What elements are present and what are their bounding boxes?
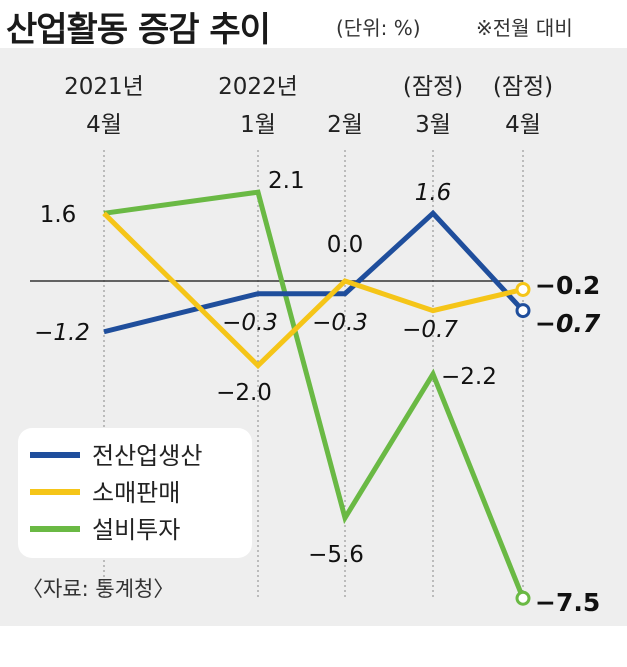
value-labels: −1.2 −0.3 −0.3 1.6 −0.7 1.6 −2.0 0.0 −0.7 −0.2 2.1… bbox=[34, 168, 601, 617]
category-label: 3월 bbox=[415, 112, 451, 138]
data-label: −1.2 bbox=[34, 320, 90, 346]
data-label: −0.7 bbox=[535, 309, 601, 338]
category-label: 4월 bbox=[505, 112, 541, 138]
series-line-3 bbox=[103, 189, 526, 600]
data-label: −5.6 bbox=[308, 542, 364, 568]
data-label: 0.0 bbox=[327, 232, 364, 258]
legend-box bbox=[18, 428, 252, 558]
data-label: 2.1 bbox=[268, 168, 305, 194]
data-label: −2.0 bbox=[216, 380, 272, 406]
category-label: 2월 bbox=[327, 112, 363, 138]
category-label: 4월 bbox=[86, 112, 122, 138]
chart-title: 산업활동 증감 추이 bbox=[6, 10, 271, 50]
legend-label: 전산업생산 bbox=[92, 442, 202, 470]
data-label: −0.3 bbox=[312, 310, 368, 336]
series-end-marker bbox=[515, 281, 531, 297]
series-line-1 bbox=[103, 209, 525, 335]
data-label: −7.5 bbox=[535, 588, 600, 617]
data-label: −0.7 bbox=[402, 317, 458, 343]
plot-area: 2021년 4월 2022년 1월 2월 (잠정) 3월 (잠정) 4월 −1.2 −0.3 −0.… bbox=[0, 48, 627, 626]
legend-label: 소매판매 bbox=[92, 479, 180, 507]
basis-note: ※전월 대비 bbox=[476, 16, 573, 40]
category-top-label: 2021년 bbox=[64, 74, 144, 100]
category-labels: 2021년 4월 2022년 1월 2월 (잠정) 3월 (잠정) 4월 bbox=[64, 74, 553, 138]
legend-label: 설비투자 bbox=[92, 516, 180, 544]
category-top-label: (잠정) bbox=[403, 74, 463, 100]
data-label: −0.3 bbox=[222, 310, 278, 336]
source-note: 〈자료: 통계청〉 bbox=[22, 577, 174, 601]
series-end-marker bbox=[515, 590, 531, 606]
series-line-2 bbox=[102, 211, 524, 370]
data-label: −0.2 bbox=[535, 271, 600, 300]
chart-header: 산업활동 증감 추이 (단위: %) ※전월 대비 bbox=[0, 0, 627, 50]
footer-area bbox=[0, 626, 627, 667]
data-label: 1.6 bbox=[415, 180, 452, 206]
series-end-marker bbox=[515, 303, 531, 319]
category-label: 1월 bbox=[240, 112, 276, 138]
category-top-label: 2022년 bbox=[218, 74, 298, 100]
line-chart: 2021년 4월 2022년 1월 2월 (잠정) 3월 (잠정) 4월 −1.2 −0.3 −0.… bbox=[18, 74, 601, 617]
data-label: −2.2 bbox=[441, 364, 497, 390]
series-layer bbox=[102, 189, 531, 606]
unit-note: (단위: %) bbox=[336, 16, 421, 40]
category-top-label: (잠정) bbox=[493, 74, 553, 100]
data-label: 1.6 bbox=[40, 202, 77, 228]
